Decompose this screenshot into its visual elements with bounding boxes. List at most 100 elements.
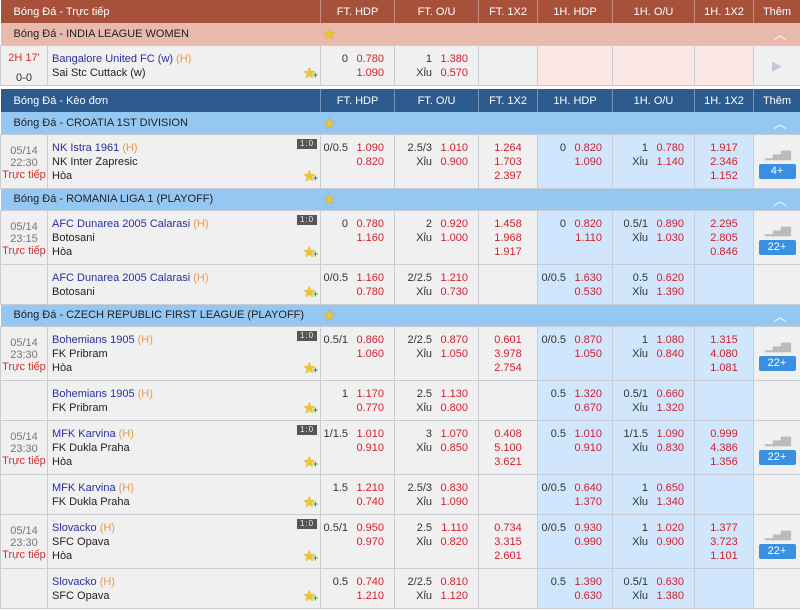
- column-header-c4[interactable]: 1H. HDP: [537, 89, 614, 112]
- ft-hdp-home-odds[interactable]: 1.090: [356, 141, 385, 154]
- h1-hdp-home-odds[interactable]: 1.010: [574, 427, 603, 440]
- ft-ou-under-odds[interactable]: 1.050: [440, 347, 469, 360]
- h1-ou-over-odds[interactable]: 0.630: [656, 575, 685, 588]
- h1-ou-under-odds[interactable]: 1.320: [656, 401, 685, 414]
- ft-1x2-odds-draw[interactable]: 1.917: [494, 245, 522, 258]
- collapse-chevron-up-icon[interactable]: ︿: [753, 23, 800, 45]
- ft-ou-under-odds[interactable]: 1.090: [440, 495, 469, 508]
- ft-1x2-odds-draw[interactable]: 2.754: [494, 361, 522, 374]
- ft-1x2-odds-draw[interactable]: 2.601: [494, 549, 522, 562]
- scoreboard-icon[interactable]: 1:0: [297, 138, 318, 149]
- favorite-star-add-icon[interactable]: ★ +: [302, 547, 319, 565]
- away-team[interactable]: Botosani: [52, 231, 95, 244]
- away-team[interactable]: FK Pribram: [52, 401, 108, 414]
- h1-hdp-away-odds[interactable]: 0.670: [574, 401, 603, 414]
- away-team[interactable]: FK Dukla Praha: [52, 495, 130, 508]
- h1-hdp-home-odds[interactable]: 0.820: [574, 141, 603, 154]
- favorite-star-add-icon[interactable]: ★ +: [302, 359, 319, 377]
- h1-ou-over-odds[interactable]: 0.890: [656, 217, 685, 230]
- away-team[interactable]: Sai Stc Cuttack (w): [52, 66, 146, 79]
- column-header-c1[interactable]: FT. HDP: [320, 0, 396, 23]
- favorite-star-add-icon[interactable]: ★ +: [302, 64, 319, 82]
- star-add-icon[interactable]: ★: [322, 191, 336, 208]
- ft-ou-under-odds[interactable]: 0.570: [440, 66, 469, 79]
- h1-hdp-home-odds[interactable]: 0.930: [574, 521, 603, 534]
- ft-hdp-away-odds[interactable]: 0.780: [356, 285, 385, 298]
- h1-1x2-odds-away[interactable]: 4.386: [710, 441, 738, 454]
- away-team[interactable]: SFC Opava: [52, 589, 110, 602]
- ft-ou-over-odds[interactable]: 1.130: [440, 387, 469, 400]
- home-team[interactable]: NK Istra 1961 (H): [52, 141, 320, 155]
- scoreboard-icon[interactable]: 1:0: [297, 214, 318, 225]
- favorite-star-add-icon[interactable]: ★ +: [302, 453, 319, 471]
- ft-hdp-home-odds[interactable]: 0.950: [356, 521, 385, 534]
- ft-1x2-odds-away[interactable]: 1.968: [494, 231, 522, 244]
- h1-hdp-away-odds[interactable]: 0.910: [574, 441, 603, 454]
- ft-1x2-odds-draw[interactable]: 3.621: [494, 455, 522, 468]
- ft-hdp-away-odds[interactable]: 0.740: [356, 495, 385, 508]
- h1-ou-under-odds[interactable]: 1.390: [656, 285, 685, 298]
- h1-ou-under-odds[interactable]: 0.900: [656, 535, 685, 548]
- h1-1x2-odds-home[interactable]: 1.917: [710, 141, 738, 154]
- h1-1x2-odds-draw[interactable]: 1.081: [710, 361, 738, 374]
- h1-ou-over-odds[interactable]: 0.780: [656, 141, 685, 154]
- h1-ou-under-odds[interactable]: 1.140: [656, 155, 685, 168]
- ft-1x2-odds-away[interactable]: 5.100: [494, 441, 522, 454]
- h1-hdp-home-odds[interactable]: 0.870: [574, 333, 603, 346]
- h1-hdp-away-odds[interactable]: 1.090: [574, 155, 603, 168]
- ft-ou-under-odds[interactable]: 0.850: [440, 441, 469, 454]
- star-add-icon[interactable]: ★: [322, 25, 336, 43]
- ft-ou-over-odds[interactable]: 0.920: [440, 217, 469, 230]
- more-bets-button[interactable]: 22+: [758, 543, 796, 559]
- h1-ou-over-odds[interactable]: 0.650: [656, 481, 685, 494]
- away-team[interactable]: FK Pribram: [52, 347, 108, 360]
- league-row[interactable]: Bóng Đá - ROMANIA LIGA 1 (PLAYOFF) ★ ︿: [0, 188, 800, 210]
- column-header-c6[interactable]: 1H. 1X2: [694, 89, 755, 112]
- ft-ou-over-odds[interactable]: 0.810: [440, 575, 469, 588]
- ft-hdp-home-odds[interactable]: 1.010: [356, 427, 385, 440]
- h1-ou-under-odds[interactable]: 1.030: [656, 231, 685, 244]
- ft-hdp-home-odds[interactable]: 1.160: [356, 271, 385, 284]
- ft-hdp-home-odds[interactable]: 0.860: [356, 333, 385, 346]
- stats-bars-icon[interactable]: ▁▃▅: [765, 144, 791, 160]
- column-header-c4[interactable]: 1H. HDP: [537, 0, 614, 23]
- home-team[interactable]: Bohemians 1905 (H): [52, 333, 320, 347]
- ft-hdp-away-odds[interactable]: 0.770: [356, 401, 385, 414]
- ft-ou-over-odds[interactable]: 0.870: [440, 333, 469, 346]
- h1-1x2-odds-home[interactable]: 2.295: [710, 217, 738, 230]
- h1-hdp-away-odds[interactable]: 0.990: [574, 535, 603, 548]
- ft-hdp-home-odds[interactable]: 0.780: [356, 52, 385, 65]
- ft-ou-under-odds[interactable]: 1.000: [440, 231, 469, 244]
- ft-hdp-away-odds[interactable]: 0.910: [356, 441, 385, 454]
- ft-1x2-odds-home[interactable]: 0.734: [494, 521, 522, 534]
- favorite-star-add-icon[interactable]: ★ +: [302, 493, 319, 511]
- home-team-name[interactable]: MFK Karvina: [52, 427, 116, 440]
- h1-1x2-odds-draw[interactable]: 1.101: [710, 549, 738, 562]
- column-header-c1[interactable]: FT. HDP: [320, 89, 396, 112]
- h1-ou-over-odds[interactable]: 0.660: [656, 387, 685, 400]
- away-team[interactable]: Botosani: [52, 285, 95, 298]
- ft-hdp-away-odds[interactable]: 1.160: [356, 231, 385, 244]
- ft-ou-under-odds[interactable]: 0.900: [440, 155, 469, 168]
- home-team[interactable]: Slovacko (H): [52, 575, 320, 589]
- home-team-name[interactable]: NK Istra 1961: [52, 141, 120, 154]
- away-team[interactable]: SFC Opava: [52, 535, 110, 548]
- ft-1x2-odds-home[interactable]: 1.264: [494, 141, 522, 154]
- collapse-chevron-up-icon[interactable]: ︿: [753, 188, 800, 210]
- h1-1x2-odds-home[interactable]: 1.377: [710, 521, 738, 534]
- h1-1x2-odds-away[interactable]: 3.723: [710, 535, 738, 548]
- h1-ou-under-odds[interactable]: 0.840: [656, 347, 685, 360]
- collapse-chevron-up-icon[interactable]: ︿: [753, 112, 800, 134]
- scoreboard-icon[interactable]: 1:0: [297, 424, 318, 435]
- h1-hdp-home-odds[interactable]: 0.640: [574, 481, 603, 494]
- ft-ou-over-odds[interactable]: 1.380: [440, 52, 469, 65]
- stats-bars-icon[interactable]: ▁▃▅: [765, 336, 791, 352]
- ft-hdp-away-odds[interactable]: 1.090: [356, 66, 385, 79]
- column-header-c5[interactable]: 1H. O/U: [612, 0, 696, 23]
- ft-ou-over-odds[interactable]: 0.830: [440, 481, 469, 494]
- h1-hdp-home-odds[interactable]: 0.820: [574, 217, 603, 230]
- home-team-name[interactable]: Bohemians 1905: [52, 333, 135, 346]
- column-header-c7[interactable]: Thêm: [753, 89, 800, 112]
- home-team-name[interactable]: Slovacko: [52, 575, 97, 588]
- ft-ou-under-odds[interactable]: 0.800: [440, 401, 469, 414]
